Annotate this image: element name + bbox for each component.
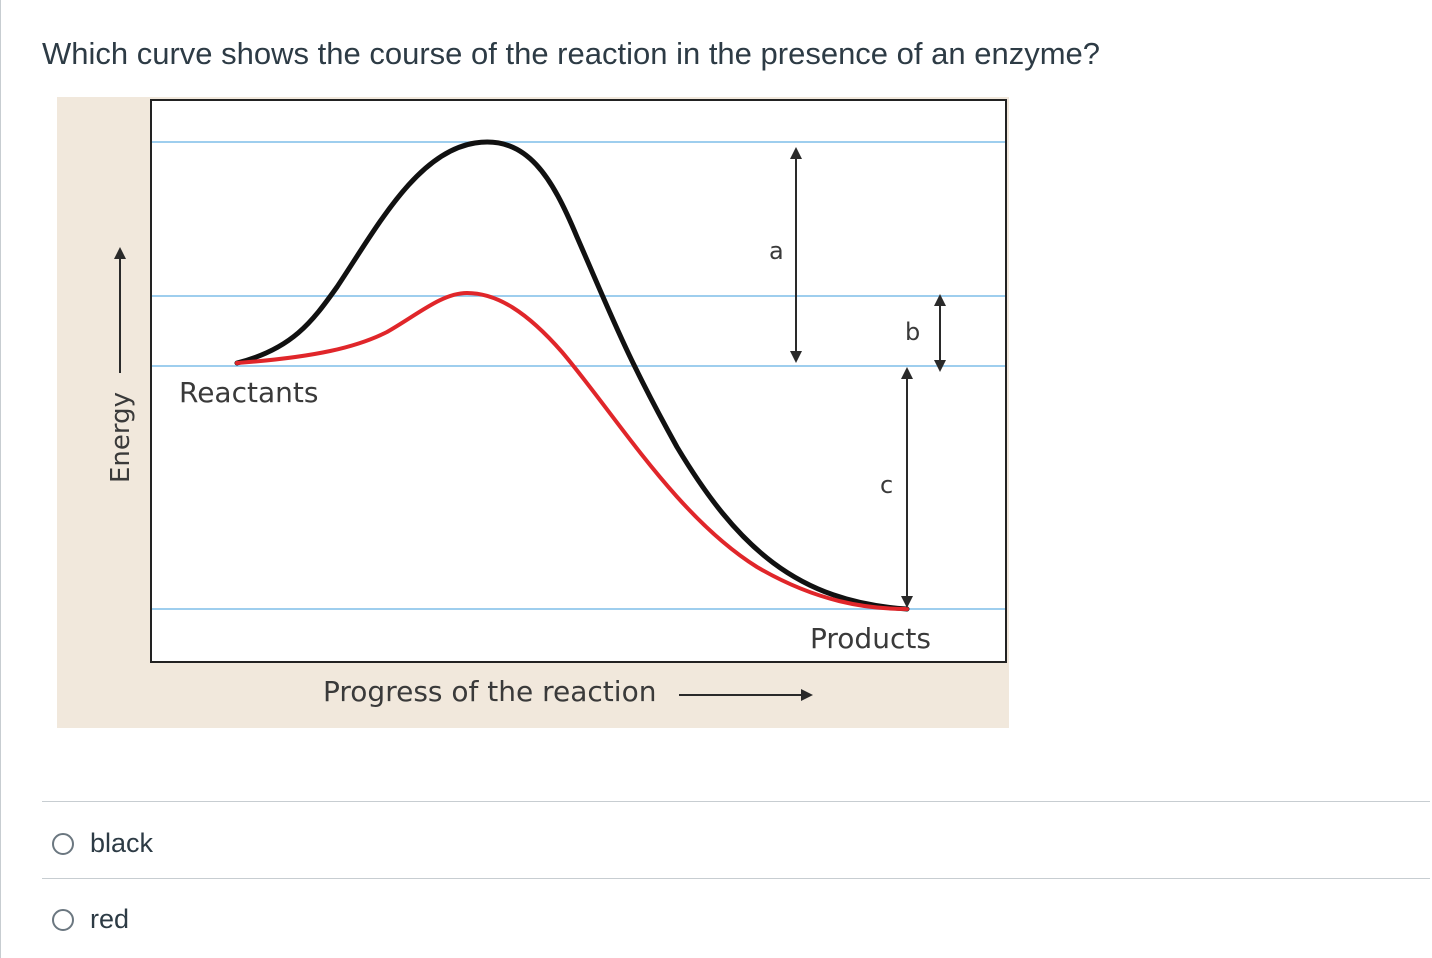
- question-text: Which curve shows the course of the reac…: [42, 36, 1101, 71]
- answer-label-black: black: [90, 828, 154, 858]
- uncatalyzed-curve: [234, 139, 910, 612]
- radio-black[interactable]: [52, 832, 74, 855]
- catalyzed-curve: [235, 290, 909, 611]
- arrow-c-label: c: [880, 471, 893, 499]
- reactants-label: Reactants: [179, 376, 318, 409]
- x-axis-label: Progress of the reaction: [323, 675, 656, 708]
- answer-option-black[interactable]: black: [52, 828, 153, 859]
- plot-area: [150, 99, 1007, 663]
- energy-diagram: a b c Reactants Products Progress of the…: [57, 97, 1009, 728]
- answer-option-red[interactable]: red: [52, 904, 129, 935]
- radio-red[interactable]: [52, 908, 74, 931]
- answer-label-red: red: [90, 904, 130, 934]
- arrow-b-label: b: [905, 318, 920, 346]
- products-label: Products: [810, 622, 931, 655]
- y-axis-label: Energy: [106, 392, 136, 483]
- page-left-border: [0, 0, 1, 958]
- answer-divider-top: [42, 801, 1430, 802]
- arrow-a-label: a: [769, 237, 784, 265]
- answer-divider-middle: [42, 878, 1430, 879]
